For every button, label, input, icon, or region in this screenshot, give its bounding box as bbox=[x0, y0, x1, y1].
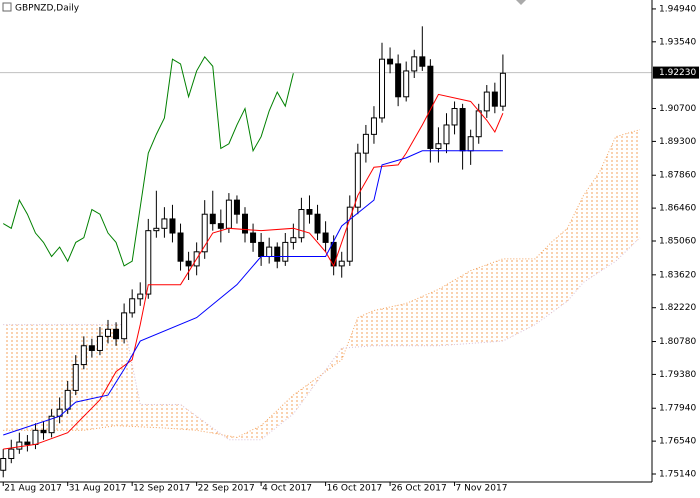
candle-body bbox=[169, 218, 176, 234]
candle-body bbox=[314, 213, 321, 234]
candle-body bbox=[217, 223, 224, 229]
chart-title: GBPNZD,Daily bbox=[15, 4, 80, 14]
candle-body bbox=[129, 298, 136, 314]
x-tick-label: 16 Oct 2017 bbox=[327, 484, 383, 494]
candle-body bbox=[177, 232, 184, 262]
candle-body bbox=[24, 441, 31, 445]
candle-body bbox=[225, 199, 232, 229]
shift-marker bbox=[516, 0, 526, 5]
candle-body bbox=[137, 293, 144, 300]
x-tick-label: 31 Aug 2017 bbox=[69, 484, 127, 494]
candle-body bbox=[346, 206, 353, 262]
span-a-line bbox=[3, 129, 641, 438]
candle-body bbox=[435, 143, 442, 149]
last-price-label: 1.92230 bbox=[659, 68, 696, 78]
candle-body bbox=[475, 110, 482, 138]
candle-body bbox=[370, 117, 377, 135]
candle-body bbox=[121, 312, 128, 340]
candle-body bbox=[104, 328, 111, 337]
candle-body bbox=[379, 58, 386, 119]
x-tick-label: 4 Oct 2017 bbox=[262, 484, 312, 494]
y-tick-label: 1.87860 bbox=[659, 171, 696, 181]
candle-body bbox=[274, 246, 281, 262]
y-tick-label: 1.76540 bbox=[659, 437, 696, 447]
candle-body bbox=[153, 227, 160, 232]
candle-body bbox=[459, 108, 466, 152]
candle-body bbox=[443, 124, 450, 145]
y-tick-label: 1.94940 bbox=[659, 4, 696, 14]
candle-body bbox=[161, 218, 168, 229]
y-tick-label: 1.79380 bbox=[659, 370, 696, 380]
span-b-line bbox=[3, 237, 641, 441]
x-tick-label: 21 Aug 2017 bbox=[4, 484, 62, 494]
candle-body bbox=[113, 328, 120, 340]
x-tick-label: 7 Nov 2017 bbox=[456, 484, 508, 494]
candle-body bbox=[419, 56, 426, 67]
candle-body bbox=[362, 133, 369, 154]
y-tick-label: 1.83620 bbox=[659, 270, 696, 280]
candle-body bbox=[290, 237, 297, 243]
candle-body bbox=[322, 232, 329, 243]
kijun-line bbox=[3, 150, 503, 436]
y-tick-label: 1.93540 bbox=[659, 37, 696, 47]
candle-body bbox=[338, 260, 345, 267]
candle-body bbox=[0, 458, 7, 471]
y-tick-label: 1.75140 bbox=[659, 470, 696, 480]
candle-body bbox=[499, 72, 506, 107]
candle-body bbox=[266, 246, 273, 258]
candle-body bbox=[40, 429, 47, 434]
candle-body bbox=[88, 345, 95, 351]
candle-body bbox=[411, 56, 418, 72]
y-tick-label: 1.77940 bbox=[659, 404, 696, 414]
candle-body bbox=[201, 213, 208, 253]
candle-body bbox=[258, 241, 265, 258]
candle-body bbox=[387, 58, 394, 65]
candle-body bbox=[250, 232, 257, 243]
candle-body bbox=[96, 335, 103, 351]
candle-body bbox=[403, 70, 410, 98]
last-price-box bbox=[653, 66, 699, 79]
x-tick-label: 22 Sep 2017 bbox=[198, 484, 255, 494]
symbol-icon bbox=[2, 2, 12, 12]
chikou-line bbox=[2, 55, 294, 267]
y-tick-label: 1.89300 bbox=[659, 137, 696, 147]
x-tick-label: 12 Sep 2017 bbox=[133, 484, 190, 494]
candle-body bbox=[306, 209, 313, 215]
candle-body bbox=[185, 260, 192, 267]
x-tick-label: 26 Oct 2017 bbox=[391, 484, 447, 494]
candle-body bbox=[427, 65, 434, 149]
candle-body bbox=[395, 63, 402, 98]
candle-body bbox=[209, 213, 216, 225]
candle-body bbox=[483, 91, 490, 112]
y-tick-label: 1.82220 bbox=[659, 303, 696, 313]
tenkan-line bbox=[3, 93, 504, 450]
candle-body bbox=[64, 389, 71, 410]
candle-body bbox=[145, 230, 152, 295]
y-tick-label: 1.86460 bbox=[659, 204, 696, 214]
candle-body bbox=[298, 209, 305, 239]
candle-body bbox=[467, 136, 474, 152]
candle-body bbox=[242, 213, 249, 234]
candle-body bbox=[16, 441, 23, 450]
candle-body bbox=[8, 448, 15, 460]
candle-body bbox=[354, 152, 361, 208]
y-tick-label: 1.90700 bbox=[659, 104, 696, 114]
candle-body bbox=[233, 199, 240, 215]
y-tick-label: 1.85060 bbox=[659, 237, 696, 247]
candle-body bbox=[32, 429, 39, 445]
candle-body bbox=[451, 108, 458, 126]
y-tick-label: 1.80780 bbox=[659, 337, 696, 347]
candle-body bbox=[72, 364, 79, 391]
candle-body bbox=[48, 415, 55, 434]
candle-body bbox=[282, 241, 289, 262]
candle-body bbox=[80, 345, 87, 366]
candle-body bbox=[491, 91, 498, 107]
